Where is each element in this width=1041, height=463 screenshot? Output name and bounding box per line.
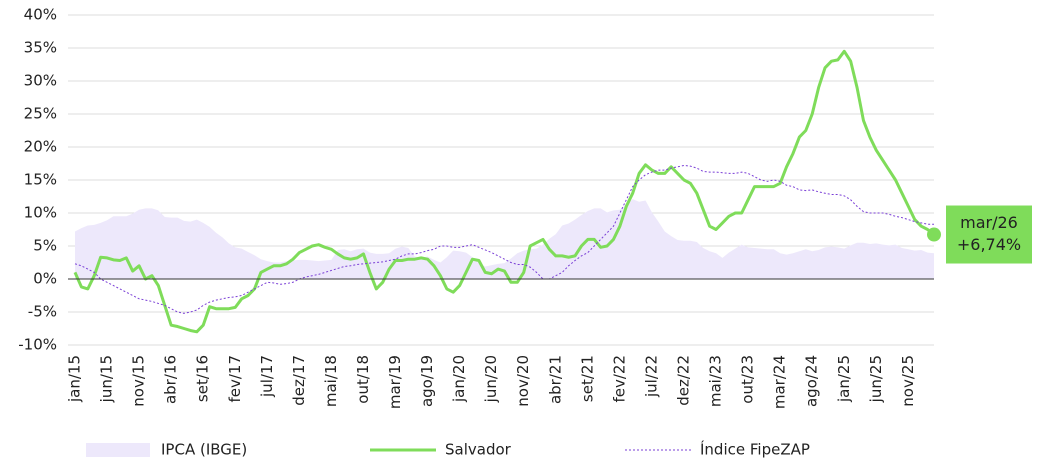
annotation-box xyxy=(946,205,1032,264)
x-tick-label: jun/15 xyxy=(98,355,116,403)
x-tick-label: fev/22 xyxy=(610,355,628,403)
y-tick-label: -10% xyxy=(18,336,57,354)
x-tick-label: abr/21 xyxy=(546,355,564,404)
y-tick-label: 15% xyxy=(24,171,57,189)
y-tick-label: 10% xyxy=(24,204,57,222)
legend-swatch xyxy=(86,443,150,457)
y-tick-label: 20% xyxy=(24,138,57,156)
y-tick-label: 25% xyxy=(24,105,57,123)
x-tick-label: ago/19 xyxy=(418,355,436,407)
x-tick-label: set/21 xyxy=(578,355,596,402)
end-point xyxy=(927,227,941,242)
y-tick-label: 0% xyxy=(33,270,57,288)
line xyxy=(73,49,935,334)
y-tick-label: 40% xyxy=(24,6,57,24)
x-tick-label: abr/16 xyxy=(162,355,180,404)
x-tick-label: mai/18 xyxy=(322,355,340,407)
legend-label: IPCA (IBGE) xyxy=(161,441,247,459)
x-tick-label: nov/25 xyxy=(899,355,917,407)
x-tick-label: mar/19 xyxy=(386,355,404,409)
x-tick-label: nov/20 xyxy=(514,355,532,407)
x-tick-label: mai/23 xyxy=(707,355,725,407)
x-tick-label: set/16 xyxy=(194,355,212,402)
x-tick-label: jul/17 xyxy=(258,355,276,398)
line xyxy=(74,164,934,314)
x-tick-label: dez/22 xyxy=(674,355,692,406)
x-tick-label: out/18 xyxy=(354,355,372,404)
x-tick-label: jul/22 xyxy=(642,355,660,398)
x-tick-label: dez/17 xyxy=(290,355,308,406)
legend-label: Salvador xyxy=(445,441,512,459)
x-tick-label: nov/15 xyxy=(130,355,148,407)
y-tick-label: -5% xyxy=(28,303,57,321)
x-tick-label: fev/17 xyxy=(226,355,244,403)
x-tick-label: jun/20 xyxy=(482,355,500,403)
y-tick-label: 35% xyxy=(24,39,57,57)
x-tick-label: jun/25 xyxy=(867,355,885,403)
x-tick-label: out/23 xyxy=(739,355,757,404)
x-tick-label: mar/24 xyxy=(771,355,789,409)
x-tick-label: jan/20 xyxy=(450,355,468,403)
x-tick-label: jan/15 xyxy=(66,355,84,403)
area xyxy=(75,199,934,279)
x-tick-label: jan/25 xyxy=(835,355,853,403)
y-tick-label: 5% xyxy=(33,237,57,255)
x-tick-label: ago/24 xyxy=(803,355,821,407)
y-tick-label: 30% xyxy=(24,72,57,90)
annotation-text: mar/26 xyxy=(960,213,1018,232)
legend-label: Índice FipeZAP xyxy=(700,440,810,459)
annotation-text: +6,74% xyxy=(957,235,1021,254)
